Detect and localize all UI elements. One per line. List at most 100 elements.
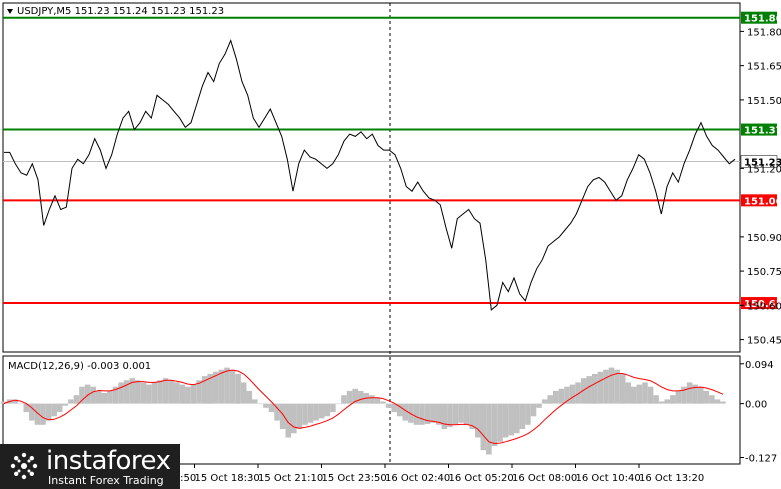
macd-bar: [592, 374, 598, 404]
macd-bar: [107, 390, 113, 404]
macd-bar: [547, 395, 553, 404]
macd-bar: [79, 386, 85, 404]
macd-bar: [586, 376, 592, 404]
macd-bar: [129, 378, 135, 404]
macd-bar: [196, 380, 202, 404]
macd-bar: [402, 403, 409, 421]
level-tag-label: 151.86: [744, 14, 781, 25]
macd-bar: [341, 395, 347, 404]
macd-bar: [480, 403, 487, 451]
macd-bar: [307, 403, 314, 423]
macd-bar: [396, 403, 403, 417]
time-tick-label: 15 Oct 21:10: [258, 473, 323, 484]
macd-bar: [469, 403, 475, 429]
macd-bar: [235, 374, 241, 404]
price-tick-label: 150.90: [747, 233, 781, 244]
time-tick-label: 16 Oct 05:20: [449, 473, 514, 484]
macd-bar: [670, 395, 676, 404]
macd-bar: [647, 386, 654, 404]
macd-bar: [96, 390, 102, 404]
logo-name: instaforex: [46, 446, 171, 476]
macd-bar: [257, 403, 264, 405]
macd-bar: [313, 403, 319, 421]
macd-bar: [703, 390, 710, 404]
macd-bar: [720, 401, 726, 404]
macd-bar: [553, 390, 559, 404]
macd-bar: [541, 399, 548, 404]
macd-bar: [285, 403, 292, 438]
time-tick-label: 16 Oct 08:00: [512, 473, 577, 484]
macd-tick-label: 0.094: [745, 360, 774, 371]
macd-bar: [224, 367, 230, 404]
macd-bar: [146, 384, 152, 404]
macd-tick-label: 0.00: [745, 400, 767, 411]
macd-bar: [452, 403, 459, 425]
macd-bar: [625, 382, 632, 404]
macd-bar: [190, 384, 197, 404]
macd-bar: [201, 376, 208, 404]
collapse-triangle-icon[interactable]: [7, 9, 13, 14]
macd-signal-series: [3, 369, 724, 445]
macd-bar: [240, 382, 247, 404]
macd-bar: [185, 386, 191, 404]
macd-bar: [229, 369, 236, 404]
macd-bar: [357, 390, 364, 404]
macd-bar: [419, 403, 425, 425]
macd-bar: [536, 403, 542, 408]
macd-bar: [558, 388, 565, 404]
macd-bar: [642, 382, 648, 404]
macd-bar: [408, 403, 414, 423]
macd-bar: [447, 403, 453, 427]
macd-bar: [491, 403, 498, 446]
macd-bar: [508, 403, 514, 436]
macd-bar: [603, 369, 609, 404]
macd-tick-label: -0.127: [745, 453, 777, 464]
macd-bar: [246, 390, 253, 404]
macd-bar: [274, 403, 280, 421]
macd-bar: [112, 386, 119, 404]
macd-signal-line: [3, 369, 724, 445]
macd-bar: [207, 374, 213, 404]
price-line: [4, 39, 736, 311]
macd-bar: [17, 403, 24, 405]
macd-bar: [352, 388, 358, 404]
macd-bar: [268, 403, 275, 413]
price-tick-label: 150.60: [747, 301, 781, 312]
macd-bar: [463, 403, 470, 425]
macd-bar: [213, 371, 219, 404]
time-tick-label: 16 Oct 13:20: [639, 473, 704, 484]
macd-bar: [157, 380, 163, 404]
macd-bar: [346, 390, 353, 404]
macd-bar: [318, 403, 325, 419]
macd-bar: [168, 380, 174, 404]
logo-tagline: Instant Forex Trading: [48, 474, 164, 487]
macd-bar: [413, 403, 420, 425]
macd-bar: [653, 395, 659, 404]
macd-bar: [179, 384, 186, 404]
level-tag-support: [741, 194, 777, 207]
macd-bar: [575, 382, 581, 404]
price-tick-label: 150.45: [747, 336, 781, 347]
level-tag-label: 150.61: [744, 299, 781, 310]
macd-bar: [374, 397, 381, 404]
macd-bar: [279, 403, 286, 429]
price-tick-label: 151.80: [747, 27, 781, 38]
macd-panel-frame: [2, 355, 741, 465]
macd-bar: [608, 367, 615, 404]
price-axis: 151.80 151.65 151.50 151.20 150.90 150.75 150.…: [740, 27, 781, 347]
macd-bar: [580, 378, 587, 404]
level-tag-label: 151.37: [744, 126, 781, 137]
time-tick-label: 15 Oct 18:30: [195, 473, 260, 484]
macd-bar: [45, 403, 52, 421]
macd-bar: [597, 371, 604, 404]
macd-bar: [686, 382, 693, 404]
price-series: [4, 39, 736, 311]
symbol-line: USDJPY,M5 151.23 151.24 151.23 151.23: [17, 6, 224, 17]
macd-bar: [631, 386, 637, 404]
macd-bar: [502, 403, 509, 438]
macd-bar: [174, 382, 180, 404]
level-tag-label: 151.06: [744, 196, 781, 207]
current-price-label: 151.23: [744, 158, 781, 169]
macd-bar: [330, 403, 336, 413]
macd-bar: [135, 380, 141, 404]
